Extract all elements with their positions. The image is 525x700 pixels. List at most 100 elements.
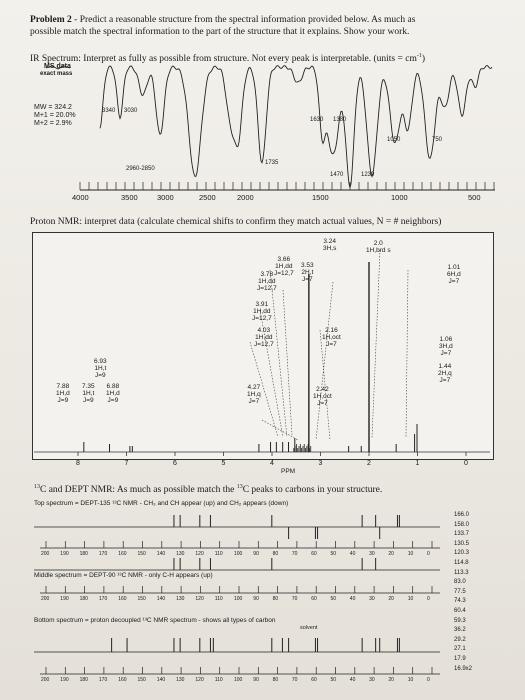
dept135-tick-label: 80 [272,551,279,557]
dept135-tick-label: 150 [137,551,146,557]
ir-peak-label: 1230 [361,172,375,178]
instructions-line-2: possible match the spectral information … [30,27,410,37]
hnmr-signal-label: 3.78 1H,dd J=12,7 [257,271,277,292]
cnmr-shift-value: 133.7 [454,531,470,538]
ir-trace [45,64,493,188]
cnmr-sup-2: 13 [236,484,243,490]
dept90-tick-label: 90 [253,596,259,602]
decoupled-tick-label: 60 [311,677,317,683]
decoupled-tick-label: 70 [291,677,298,683]
dept135-tick-label: 120 [195,551,204,557]
dept135-tick-label: 110 [214,551,223,557]
ir-peak-label: 1470 [330,172,344,178]
hnmr-signal-label: 7.35 1H,t J=9 [82,383,95,404]
cnmr-shift-value: 120.3 [454,550,470,557]
m1-value: M+1 = 20.0% [34,112,76,119]
hnmr-signal-label: 3.53 2H,t J=7 [301,262,314,283]
dept90-tick-label: 20 [388,596,394,602]
ir-peak-label: 3340 [102,108,116,114]
cnmr-shift-value: 29.2 [454,636,466,643]
problem-number: Problem 2 [30,15,72,25]
hnmr-pointer-line [405,269,409,438]
dept90-tick-label: 50 [330,596,337,602]
dept135-tick-label: 180 [79,551,88,557]
cnmr-shift-value: 59.3 [454,617,466,624]
dept90-tick-label: 0 [427,596,430,602]
dept90-tick-label: 120 [195,596,204,602]
decoupled-tick-label: 170 [98,677,108,683]
ir-heading-end: ) [421,54,426,65]
decoupled-tick-label: 190 [60,677,69,683]
cnmr-shift-value: 113.3 [454,569,469,576]
cnmr-shift-value: 83.0 [454,579,466,586]
cnmr-shift-value: 114.8 [454,560,469,566]
hnmr-signal-label: 6.88 1H,d J=9 [106,383,120,404]
decoupled-tick-label: 40 [349,677,356,683]
ir-peak-label: 1050 [387,137,401,143]
hnmr-tick-label: 8 [76,460,80,467]
hnmr-tick-label: 1 [415,460,420,467]
hnmr-signal-label: 3.66 1H,dd J=12,7 [274,256,294,277]
cnmr-shift-value: 36.2 [454,627,466,634]
dept135-tick-label: 0 [427,551,430,557]
hnmr-signal-label: 1.06 3H,d J=7 [439,336,453,357]
ir-peak-label: 3030 [124,108,138,114]
dept135-tick-label: 10 [407,551,414,557]
ir-heading-text: IR Spectrum: Interpret as fully as possi… [30,54,417,65]
dept90-title: Middle spectrum = DEPT-90 ¹³C NMR - only… [34,572,213,579]
ir-heading: IR Spectrum: Interpret as fully as possi… [30,51,425,65]
dept135-tick-label: 70 [291,551,298,557]
hnmr-tick-label: 3 [318,460,323,467]
ir-axis [79,182,495,191]
cnmr-shift-value: 60.4 [454,608,466,614]
cnmr-shift-value: 16.9x2 [454,665,473,672]
cnmr-shift-value: 130.5 [454,540,470,547]
hnmr-pointer-line [282,289,293,436]
hnmr-tick-label: 5 [221,460,226,467]
decoupled-tick-label: 100 [234,677,243,683]
dept135-tick-label: 60 [311,551,317,557]
decoupled-tick-label: 90 [253,677,259,683]
hnmr-tick-label: 4 [270,460,274,467]
dept90-tick-label: 40 [349,596,356,602]
hnmr-pointer-line [261,419,299,441]
decoupled-tick-label: 20 [388,677,394,683]
ms-values: MW = 324.2 M+1 = 20.0% M+2 = 2.9% [34,104,76,128]
problem-instructions: Problem 2 - Predict a reasonable structu… [30,15,415,26]
decoupled-tick-label: 10 [407,677,414,683]
dept90-tick-label: 140 [156,596,166,602]
dept135-tick-label: 30 [369,551,375,557]
cnmr-peaks [34,515,440,675]
cnmr-heading: 13C and DEPT NMR: As much as possible ma… [34,482,382,496]
hnmr-signal-label: 7.88 1H,d J=9 [56,383,70,404]
hnmr-signal-label: 2.0 1H,brd s [366,240,391,254]
decoupled-tick-label: 50 [330,677,337,683]
ir-axis-tick-label: 4000 [72,193,89,202]
hnmr-signal-label: 3.24 3H,s [323,238,337,252]
cnmr-shift-value: 27.1 [454,646,466,653]
decoupled-tick-label: 30 [369,677,375,683]
ir-axis-tick-label: 3500 [121,193,138,202]
hnmr-tick-label: 6 [173,460,177,467]
dept135-tick-label: 20 [388,551,394,557]
dept135-tick-label: 170 [98,551,108,557]
hnmr-signal-label: 4.27 1H,q J=7 [247,384,261,405]
hnmr-tick-label: 0 [464,460,468,467]
cnmr-shift-value: 74.3 [454,598,466,605]
instructions-line-1: - Predict a reasonable structure from th… [71,15,416,25]
ir-peak-label: 1380 [333,117,347,123]
hnmr-signal-label: 2.42 1H,oct J=7 [313,386,332,407]
hnmr-signal-label: 2.16 1H,oct J=7 [322,327,341,348]
hnmr-pointer-line [269,269,288,438]
hnmr-heading: Proton NMR: interpret data (calculate ch… [30,217,442,227]
dept135-tick-label: 160 [118,551,127,557]
dept90-tick-label: 70 [291,596,298,602]
dept90-tick-label: 170 [98,596,108,602]
dept135-tick-label: 50 [330,551,337,557]
hnmr-signal-label: 3.91 1H,dd J=12,7 [252,301,272,322]
dept90-tick-label: 60 [311,596,317,602]
dept135-tick-label: 140 [156,551,166,557]
hnmr-axis-label: PPM [281,468,296,475]
